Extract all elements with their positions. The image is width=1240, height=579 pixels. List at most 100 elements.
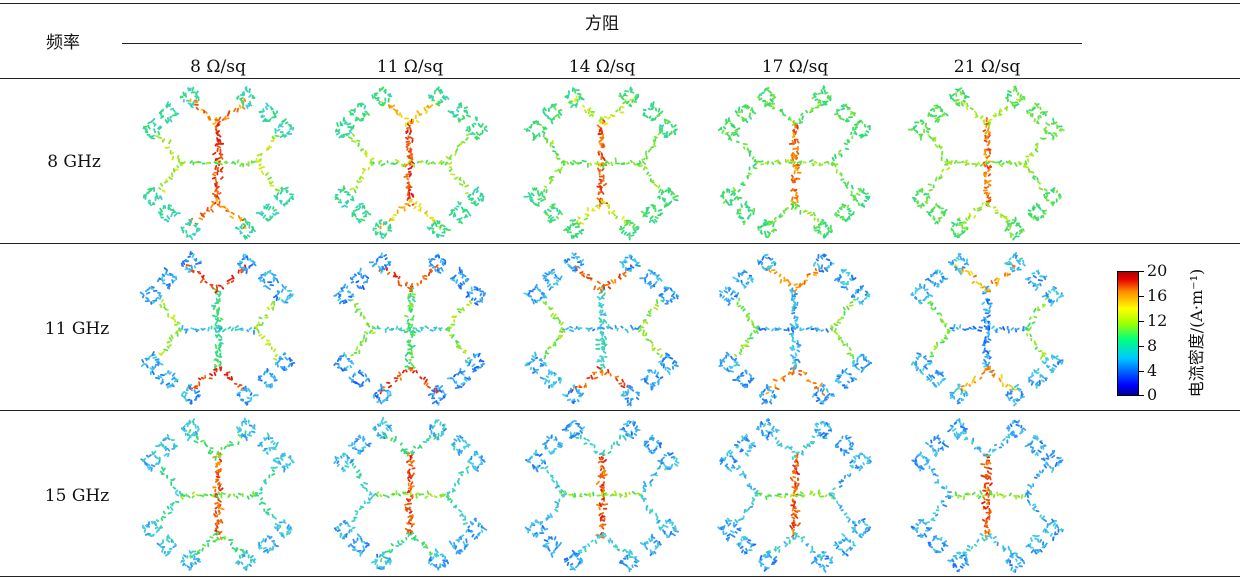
pad-ring-mark — [632, 231, 637, 234]
pad-ring-mark — [1033, 215, 1037, 220]
arm-mark — [990, 280, 994, 285]
pad-ring-mark — [730, 191, 735, 196]
pad-ring-mark — [382, 432, 386, 436]
pad-ring-mark — [580, 97, 583, 101]
side-arm-mark — [846, 181, 850, 187]
pad-ring-mark — [353, 212, 357, 218]
pad-ring-mark — [671, 191, 676, 196]
center-strip-mark — [603, 319, 608, 324]
pad-ring-mark — [166, 215, 171, 220]
center-strip-mark — [601, 321, 605, 325]
pad-ring-mark — [630, 397, 634, 402]
center-strip-mark — [790, 354, 794, 358]
arm-mark — [976, 206, 982, 210]
pad-ring-mark — [820, 220, 824, 224]
pad-ring-mark — [556, 279, 560, 283]
pad-ring-mark — [773, 262, 777, 267]
arm-mark — [433, 436, 438, 440]
side-arm-mark — [848, 346, 852, 351]
pad-ring-mark — [183, 554, 187, 558]
pad-ring-mark — [162, 437, 167, 440]
center-strip-mark — [602, 182, 608, 187]
pad-ring-mark — [196, 394, 200, 398]
pad-ring-mark — [837, 209, 840, 213]
side-arm-mark — [459, 142, 463, 146]
side-arm-mark — [450, 499, 453, 504]
pad-ring-mark — [650, 117, 654, 122]
cross-strip-mark — [201, 327, 206, 331]
pad-ring-mark — [620, 96, 625, 101]
center-strip-mark — [984, 131, 989, 135]
pad-ring-mark — [1044, 195, 1048, 199]
pad-ring-mark — [346, 291, 351, 294]
pad-ring-mark — [166, 103, 172, 107]
side-arm-mark — [273, 348, 277, 353]
pad-ring-mark — [477, 197, 481, 202]
arm-mark — [986, 290, 991, 293]
pad-ring-mark — [465, 128, 469, 132]
side-arm-mark — [164, 180, 169, 184]
cross-strip-mark — [629, 159, 633, 163]
pad-ring-mark — [634, 97, 638, 102]
pad-ring-mark — [813, 92, 818, 95]
pad-ring-mark — [849, 112, 854, 115]
pad-ring-mark — [935, 104, 940, 109]
pad-ring-mark — [483, 128, 488, 132]
side-arm-mark — [941, 318, 945, 324]
side-arm-mark — [255, 494, 260, 497]
pad-ring-mark — [913, 363, 919, 368]
pad-ring-mark — [767, 256, 772, 260]
side-arm-mark — [163, 302, 166, 307]
current-map-svg — [523, 86, 679, 241]
cross-strip-mark — [998, 163, 1003, 168]
pad-ring-mark — [1041, 360, 1046, 365]
center-strip-mark — [796, 349, 801, 353]
pad-ring-mark — [824, 224, 829, 228]
pad-ring-mark — [431, 257, 436, 261]
side-arm-mark — [447, 498, 452, 501]
center-strip-mark — [983, 339, 988, 343]
pad-ring-mark — [524, 362, 529, 367]
pad-ring-mark — [725, 118, 728, 124]
pad-ring-mark — [562, 393, 567, 397]
pad-ring-mark — [469, 462, 475, 465]
cross-strip-mark — [968, 326, 973, 330]
current-map-svg — [718, 253, 873, 405]
pad-ring-mark — [917, 204, 922, 208]
side-arm-mark — [1027, 322, 1031, 328]
arm-mark — [236, 107, 240, 113]
center-strip-mark — [796, 301, 799, 306]
cross-strip-mark — [972, 325, 977, 330]
center-strip-mark — [408, 172, 412, 178]
pad-ring-mark — [1052, 135, 1055, 139]
pad-ring-mark — [844, 367, 848, 372]
side-arm-mark — [260, 170, 265, 175]
arm-mark — [995, 282, 999, 287]
center-strip-mark — [598, 139, 603, 143]
side-arm-mark — [934, 176, 938, 182]
cross-strip-mark — [799, 328, 805, 332]
pad-ring-mark — [865, 192, 869, 196]
pad-ring-mark — [925, 295, 929, 299]
center-strip-mark — [601, 340, 606, 344]
pad-ring-mark — [581, 392, 584, 397]
pad-ring-mark — [658, 277, 663, 282]
center-strip-mark — [789, 323, 794, 327]
pad-ring-mark — [951, 221, 956, 226]
pad-ring-mark — [912, 125, 918, 129]
pad-ring-mark — [442, 559, 447, 563]
pad-ring-mark — [151, 117, 156, 123]
pad-ring-mark — [815, 258, 819, 262]
arm-mark — [998, 113, 1003, 116]
pad-ring-mark — [275, 296, 279, 302]
current-map-svg — [139, 250, 296, 406]
pad-ring-mark — [632, 227, 637, 232]
side-arm-mark — [174, 329, 179, 335]
arm-mark — [429, 552, 433, 556]
arm-mark — [415, 538, 419, 542]
arm-mark — [415, 119, 420, 124]
pad-ring-mark — [666, 366, 672, 371]
pad-ring-mark — [166, 433, 170, 438]
pad-ring-mark — [460, 370, 466, 374]
center-strip-mark — [406, 147, 409, 151]
